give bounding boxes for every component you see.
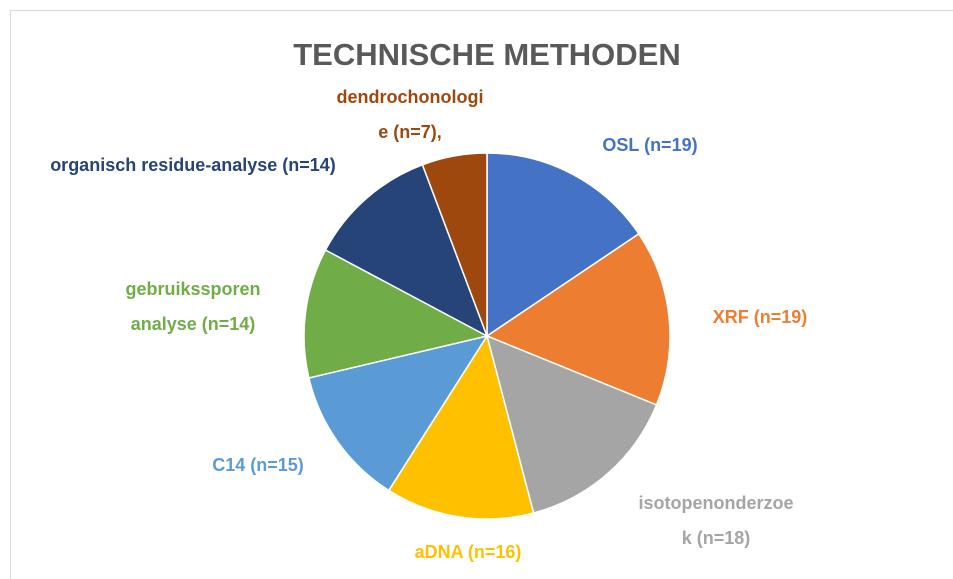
data-label: organisch residue-analyse (n=14): [50, 155, 336, 175]
pie-slice: [387, 334, 535, 520]
chart-frame: [10, 10, 953, 579]
data-label: dendrochonologie (n=7),: [336, 87, 484, 142]
pie-slice: [324, 163, 489, 338]
pie-slice: [421, 152, 488, 337]
data-label: OSL (n=19): [602, 135, 698, 155]
pie-slice: [486, 152, 640, 338]
chart-title: TECHNISCHE METHODEN: [293, 37, 681, 72]
data-label: isotopenonderzoek (n=18): [638, 493, 794, 548]
data-label: C14 (n=15): [212, 455, 304, 475]
pie-slice: [485, 334, 658, 514]
data-label: gebruikssporen analyse (n=14): [125, 279, 261, 334]
data-label: XRF (n=19): [712, 307, 808, 327]
data-label: aDNA (n=16): [414, 542, 522, 562]
pie-slice: [303, 248, 490, 379]
pie-slice: [307, 334, 489, 492]
pie-slice: [485, 232, 671, 406]
